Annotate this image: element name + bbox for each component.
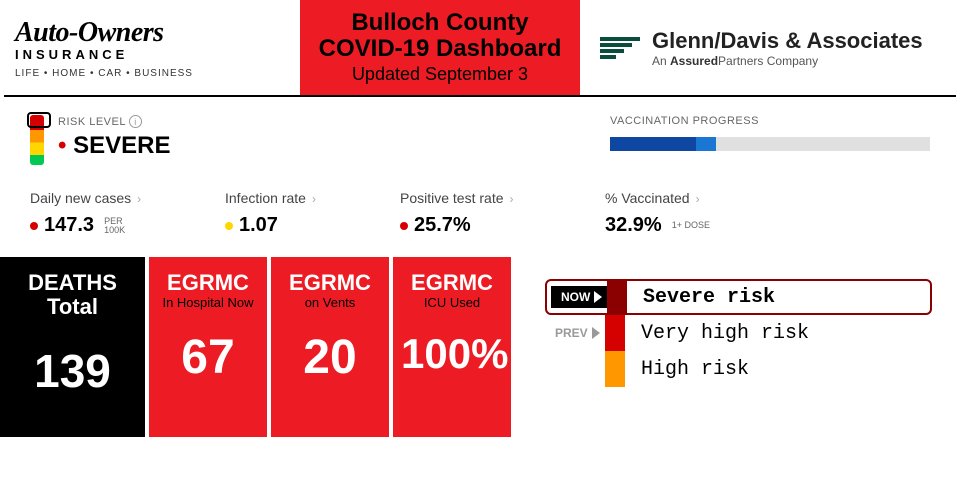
sponsor-left-tag: LIFE • HOME • CAR • BUSINESS <box>15 68 285 79</box>
title-updated: Updated September 3 <box>308 64 572 85</box>
legend-color-swatch <box>607 279 627 315</box>
legend-row: PREV Very high risk <box>545 315 932 351</box>
metric-value: 25.7% <box>414 214 471 237</box>
card-title: EGRMC <box>401 271 503 294</box>
legend-text: Severe risk <box>643 286 775 309</box>
metric-unit: 1+ DOSE <box>672 219 710 232</box>
metric-label: Infection rate › <box>225 190 380 206</box>
card-sub: In Hospital Now <box>157 295 259 310</box>
sponsor-left-sub: INSURANCE <box>15 47 285 62</box>
card-title-line2: Total <box>8 294 137 320</box>
card-title: EGRMC <box>279 271 381 294</box>
metric-label-text: Positive test rate <box>400 190 504 206</box>
card-sub: on Vents <box>279 295 381 310</box>
legend-color-swatch <box>605 315 625 351</box>
title-line2: COVID-19 Dashboard <box>308 36 572 62</box>
metric-label: Daily new cases › <box>30 190 205 206</box>
metric-label: % Vaccinated › <box>605 190 805 206</box>
glenn-davis-text: Glenn/Davis & Associates An AssuredPartn… <box>652 28 923 68</box>
metric-value: 147.3 <box>44 214 94 237</box>
chevron-right-icon: › <box>510 192 514 206</box>
chevron-right-icon: › <box>696 192 700 206</box>
metric-positive-test-rate[interactable]: Positive test rate › 25.7% <box>400 190 585 237</box>
tagline-bold: Assured <box>670 54 718 68</box>
metric-unit: PER100K <box>104 217 125 235</box>
metric-value-row: 25.7% <box>400 214 585 237</box>
card-egrmc-hospital: EGRMC In Hospital Now 67 <box>149 257 267 437</box>
card-sub: ICU Used <box>401 295 503 310</box>
risk-legend: NOW Severe risk PREV Very high risk High… <box>511 257 960 437</box>
bottom-row: DEATHS Total 139 EGRMC In Hospital Now 6… <box>0 257 960 437</box>
now-tag: NOW <box>551 286 607 308</box>
metric-value: 1.07 <box>239 214 278 237</box>
unit-bot: 100K <box>104 225 125 235</box>
risk-gauge-icon <box>30 115 44 165</box>
vaccination-label: VACCINATION PROGRESS <box>610 115 930 127</box>
vaccination-bar-partial <box>696 137 715 151</box>
prev-label: PREV <box>555 326 588 340</box>
card-title-line1: DEATHS <box>8 271 137 294</box>
card-deaths-total: DEATHS Total 139 <box>0 257 145 437</box>
metric-value-row: 147.3 PER100K <box>30 214 205 237</box>
metric-label-text: Daily new cases <box>30 190 131 206</box>
vaccination-bar-full <box>610 137 696 151</box>
metric-value-row: 32.9% 1+ DOSE <box>605 214 805 237</box>
sponsor-glenn-davis: Glenn/Davis & Associates An AssuredPartn… <box>580 0 960 95</box>
dashboard-title-block: Bulloch County COVID-19 Dashboard Update… <box>300 0 580 95</box>
chevron-right-icon: › <box>137 192 141 206</box>
card-egrmc-icu: EGRMC ICU Used 100% <box>393 257 511 437</box>
metric-daily-new-cases[interactable]: Daily new cases › 147.3 PER100K <box>30 190 205 237</box>
title-line1: Bulloch County <box>308 10 572 36</box>
metric-value: 32.9% <box>605 214 662 237</box>
metric-label-text: Infection rate <box>225 190 306 206</box>
card-value: 100% <box>401 330 503 378</box>
severity-dot-icon <box>30 222 38 230</box>
prev-tag: PREV <box>545 322 605 344</box>
vaccination-progress-bar <box>610 137 930 151</box>
legend-row: High risk <box>545 351 932 387</box>
card-egrmc-vents: EGRMC on Vents 20 <box>271 257 389 437</box>
sponsor-right-name: Glenn/Davis & Associates <box>652 28 923 54</box>
arrow-right-icon <box>594 291 602 303</box>
chevron-right-icon: › <box>312 192 316 206</box>
card-value: 67 <box>157 330 259 385</box>
severity-dot-icon <box>225 222 233 230</box>
legend-text: Very high risk <box>641 322 809 345</box>
metric-label: Positive test rate › <box>400 190 585 206</box>
tagline-rest: Partners Company <box>718 54 818 68</box>
arrow-right-icon <box>592 327 600 339</box>
severity-dot-icon <box>400 222 408 230</box>
vaccination-block: VACCINATION PROGRESS <box>610 115 930 151</box>
metric-value-row: 1.07 <box>225 214 380 237</box>
now-label: NOW <box>561 290 590 304</box>
metrics-row: Daily new cases › 147.3 PER100K Infection … <box>0 175 960 257</box>
legend-text: High risk <box>641 358 749 381</box>
risk-vaccination-row: RISK LEVELi SEVERE VACCINATION PROGRESS <box>0 97 960 175</box>
metric-infection-rate[interactable]: Infection rate › 1.07 <box>225 190 380 237</box>
risk-label: RISK LEVELi <box>58 115 170 128</box>
glenn-davis-logo-icon <box>600 37 640 59</box>
risk-level-value: SEVERE <box>58 132 170 160</box>
sponsor-left-title: Auto-Owners <box>15 17 285 49</box>
metric-label-text: % Vaccinated <box>605 190 690 206</box>
sponsor-right-tagline: An AssuredPartners Company <box>652 54 923 68</box>
card-value: 139 <box>8 344 137 398</box>
card-title: EGRMC <box>157 271 259 294</box>
tagline-prefix: An <box>652 54 670 68</box>
info-icon[interactable]: i <box>129 115 142 128</box>
header-row: Auto-Owners INSURANCE LIFE • HOME • CAR … <box>0 0 960 95</box>
risk-block: RISK LEVELi SEVERE <box>30 115 610 165</box>
legend-row-now: NOW Severe risk <box>545 279 932 315</box>
sponsor-auto-owners: Auto-Owners INSURANCE LIFE • HOME • CAR … <box>0 0 300 95</box>
metric-vaccinated[interactable]: % Vaccinated › 32.9% 1+ DOSE <box>605 190 805 237</box>
legend-color-swatch <box>605 351 625 387</box>
card-value: 20 <box>279 330 381 385</box>
risk-text: RISK LEVELi SEVERE <box>58 115 170 165</box>
risk-label-text: RISK LEVEL <box>58 116 126 128</box>
